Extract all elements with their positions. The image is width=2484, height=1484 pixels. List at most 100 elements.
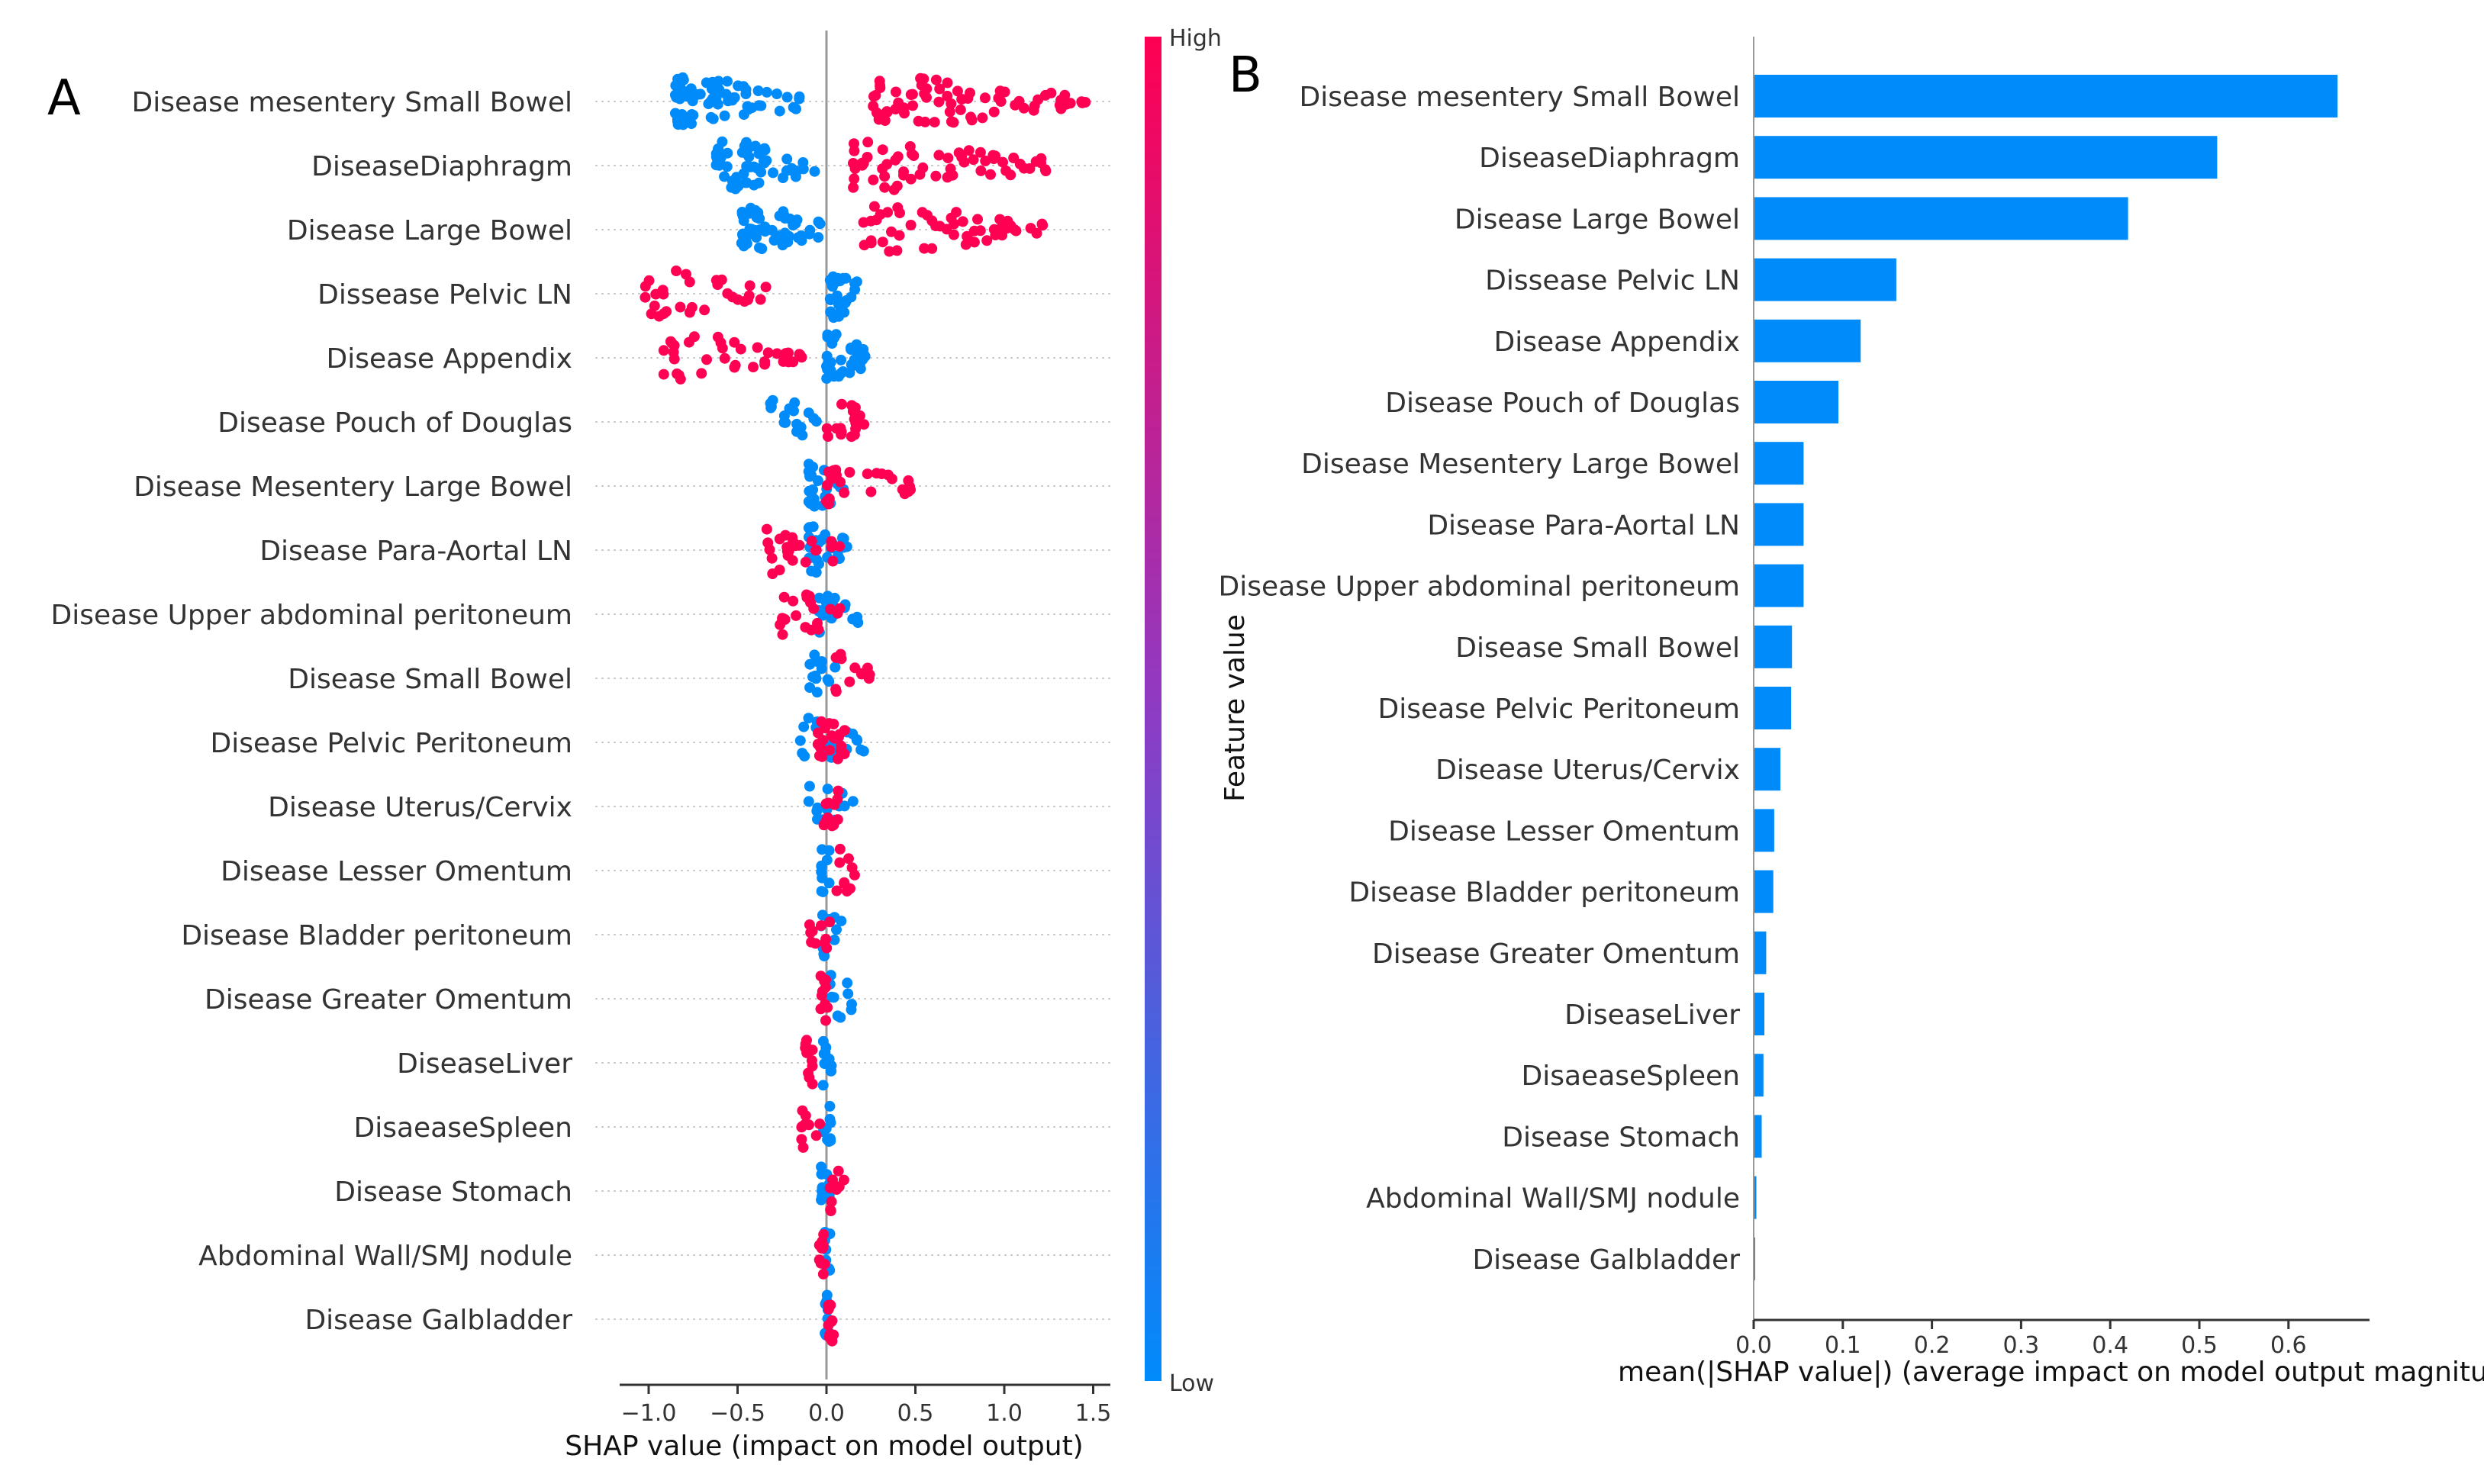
beeswarm-point-diseasediaphragm-high [879, 182, 891, 193]
beeswarm-point-diseasediaphragm-low [759, 157, 770, 169]
beeswarm-point-diseasediaphragm-low [781, 165, 792, 176]
beeswarm-point-disease-para-aortal-ln-low [814, 559, 824, 570]
beeswarm-point-disease-mesentery-small-bowel-high [1065, 98, 1076, 109]
beeswarm-point-abdominal-wall-smj-nodule-high [818, 1229, 830, 1240]
beeswarm-point-dissease-pelvic-ln-high [640, 281, 651, 292]
beeswarm-point-disease-appendix-high [794, 349, 805, 360]
bar-label-abdominal-wall-smj-nodule: Abdominal Wall/SMJ nodule [1366, 1183, 1740, 1215]
beeswarm-point-disease-mesentery-small-bowel-high [1059, 89, 1071, 101]
beeswarm-point-disease-pouch-of-douglas-low [797, 430, 808, 441]
beeswarm-point-disease-large-bowel-high [981, 235, 993, 246]
beeswarm-point-dissease-pelvic-ln-high [760, 282, 772, 293]
beeswarm-point-diseasediaphragm-high [997, 156, 1008, 168]
beeswarm-point-disease-mesentery-small-bowel-low [788, 101, 799, 113]
beeswarm-point-diseasediaphragm-low [719, 171, 730, 182]
beeswarm-point-diseasediaphragm-low [741, 161, 752, 172]
bar-disease-para-aortal-ln [1754, 503, 1804, 546]
beeswarm-point-disease-mesentery-small-bowel-low [738, 109, 749, 121]
beeswarm-point-disease-mesentery-small-bowel-low [746, 102, 758, 114]
beeswarm-point-disease-mesentery-small-bowel-high [977, 112, 988, 124]
beeswarm-point-disease-appendix-high [688, 331, 700, 343]
beeswarm-point-diseasediaphragm-low [721, 161, 733, 172]
beeswarm-point-diseasediaphragm-low [741, 177, 752, 188]
beeswarm-point-disease-mesentery-small-bowel-high [890, 104, 901, 114]
beeswarm-point-disease-greater-omentum-high [820, 974, 831, 986]
beeswarm-point-disease-appendix-low [849, 354, 860, 365]
beeswarm-point-disease-mesentery-small-bowel-high [955, 104, 966, 115]
beeswarm-point-diseaseliver-low [817, 1080, 829, 1091]
beeswarm-point-disease-mesentery-small-bowel-high [944, 106, 955, 117]
beeswarm-point-disease-mesentery-small-bowel-high [919, 88, 930, 99]
beeswarm-point-disease-uterus-cervix-high [832, 794, 843, 805]
beeswarm-point-disease-large-bowel-high [988, 224, 1000, 235]
beeswarm-point-diseasediaphragm-low [731, 172, 742, 183]
bar-x-tick-label: 0.1 [1825, 1332, 1861, 1359]
beeswarm-point-disease-mesentery-large-bowel-low [812, 475, 823, 486]
beeswarm-point-disease-para-aortal-ln-high [827, 555, 839, 567]
beeswarm-point-disease-mesentery-small-bowel-low [672, 119, 684, 130]
beeswarm-point-diseasediaphragm-low [756, 166, 767, 178]
beeswarm-point-diseasediaphragm-high [891, 180, 903, 192]
beeswarm-point-disease-large-bowel-low [813, 216, 824, 227]
beeswarm-point-disease-pouch-of-douglas-low [795, 421, 807, 433]
beeswarm-point-dissease-pelvic-ln-low [851, 276, 862, 288]
beeswarm-point-disease-appendix-high [669, 353, 680, 365]
beeswarm-point-disease-mesentery-large-bowel-high [862, 468, 873, 480]
beeswarm-point-disease-large-bowel-high [865, 215, 877, 227]
beeswarm-point-diseasediaphragm-high [849, 163, 861, 174]
bar-label-disease-para-aortal-ln: Disease Para-Aortal LN [1427, 510, 1740, 541]
beeswarm-label-diseaseliver: DiseaseLiver [397, 1048, 572, 1080]
beeswarm-point-disease-mesentery-small-bowel-high [942, 77, 953, 89]
beeswarm-point-disease-mesentery-small-bowel-high [913, 115, 924, 127]
beeswarm-point-disease-small-bowel-low [811, 687, 823, 698]
beeswarm-point-disease-large-bowel-high [926, 243, 938, 254]
beeswarm-point-disease-small-bowel-high [830, 652, 842, 663]
beeswarm-point-dissease-pelvic-ln-low [839, 307, 850, 318]
beeswarm-point-diseasediaphragm-low [736, 146, 748, 158]
beeswarm-point-disease-mesentery-small-bowel-low [682, 86, 694, 97]
beeswarm-point-disease-stomach-low [816, 1194, 827, 1206]
beeswarm-point-disease-mesentery-small-bowel-high [875, 82, 886, 94]
beeswarm-point-dissease-pelvic-ln-high [650, 288, 662, 300]
beeswarm-point-disease-stomach-high [825, 1204, 836, 1215]
beeswarm-point-dissease-pelvic-ln-high [744, 280, 756, 291]
beeswarm-point-disease-mesentery-large-bowel-high [821, 496, 832, 507]
beeswarm-x-tick-label: 1.5 [1075, 1400, 1112, 1427]
beeswarm-point-disease-mesentery-small-bowel-high [891, 86, 901, 98]
beeswarm-point-dissease-pelvic-ln-high [640, 291, 651, 303]
beeswarm-point-disease-stomach-high [826, 1196, 837, 1207]
beeswarm-point-disease-para-aortal-ln-low [810, 567, 822, 578]
beeswarm-point-disease-stomach-high [833, 1165, 844, 1177]
beeswarm-point-disease-greater-omentum-low [842, 988, 854, 1000]
beeswarm-point-disease-mesentery-small-bowel-high [879, 115, 891, 126]
beeswarm-point-abdominal-wall-smj-nodule-high [819, 1258, 830, 1270]
beeswarm-point-disease-greater-omentum-low [835, 1012, 846, 1023]
beeswarm-point-disease-appendix-high [778, 356, 789, 367]
beeswarm-label-disease-mesentery-small-bowel: Disease mesentery Small Bowel [131, 87, 572, 118]
beeswarm-point-disease-small-bowel-high [844, 676, 855, 687]
beeswarm-point-diseasediaphragm-high [892, 151, 904, 163]
beeswarm-point-disease-large-bowel-high [859, 240, 870, 251]
beeswarm-point-disease-pelvic-peritoneum-low [851, 734, 862, 745]
beeswarm-point-dissease-pelvic-ln-high [684, 276, 695, 288]
beeswarm-point-diseasediaphragm-high [862, 152, 873, 163]
beeswarm-label-abdominal-wall-smj-nodule: Abdominal Wall/SMJ nodule [198, 1241, 572, 1272]
beeswarm-point-disease-pelvic-peritoneum-low [803, 713, 814, 724]
bar-label-diseasediaphragm: DiseaseDiaphragm [1479, 143, 1740, 174]
beeswarm-point-disease-large-bowel-low [746, 205, 758, 217]
beeswarm-point-disease-mesentery-small-bowel-low [677, 72, 688, 83]
beeswarm-point-diseasediaphragm-low [809, 166, 820, 177]
beeswarm-point-diseaseliver-high [804, 1072, 815, 1083]
beeswarm-point-disease-appendix-high [675, 373, 686, 385]
beeswarm-point-disease-appendix-low [833, 371, 845, 382]
beeswarm-point-disease-upper-abdominal-peritoneum-high [788, 595, 799, 607]
beeswarm-point-disease-mesentery-small-bowel-high [1077, 97, 1088, 108]
beeswarm-point-diseasediaphragm-high [953, 147, 965, 159]
beeswarm-point-disease-appendix-high [788, 356, 799, 368]
beeswarm-point-disease-mesentery-small-bowel-high [948, 117, 959, 128]
beeswarm-point-disease-mesentery-small-bowel-high [1029, 100, 1040, 111]
beeswarm-point-disease-lesser-omentum-high [846, 862, 858, 874]
beeswarm-point-disease-para-aortal-ln-high [794, 539, 805, 551]
bar-disease-greater-omentum [1754, 931, 1767, 974]
beeswarm-point-disease-mesentery-small-bowel-high [1013, 95, 1025, 107]
